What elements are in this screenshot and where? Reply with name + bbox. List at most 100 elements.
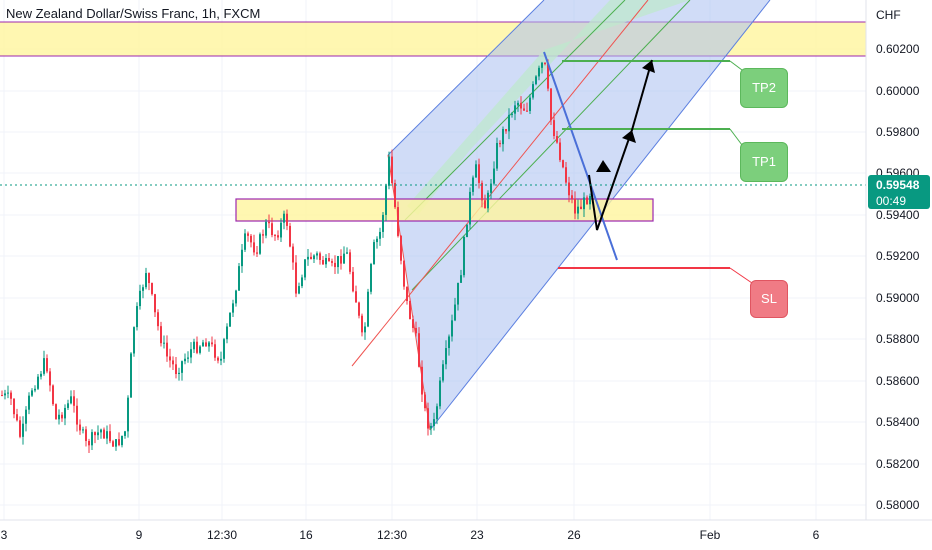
candle-body	[22, 423, 24, 437]
price-tick-label: 0.59400	[876, 208, 920, 222]
candle-body	[544, 62, 546, 65]
candle-body	[379, 231, 381, 239]
candle-body	[34, 388, 36, 391]
price-tick-label: 0.60200	[876, 42, 920, 56]
tp1-callout	[729, 128, 743, 146]
candle-body	[250, 235, 252, 243]
candle-body	[493, 168, 495, 184]
arrow-head-tp1	[622, 130, 636, 143]
candle-body	[109, 431, 111, 442]
candle-body	[295, 262, 297, 294]
candle-body	[127, 397, 129, 432]
candle-body	[259, 234, 261, 254]
candle-body	[154, 294, 156, 313]
candle-body	[505, 128, 507, 132]
candle-body	[583, 197, 585, 210]
candle-body	[496, 142, 498, 169]
tp1-text: TP1	[752, 154, 776, 169]
candle-body	[88, 441, 90, 446]
candle-body	[85, 429, 87, 442]
candle-body	[511, 113, 513, 115]
trend-line[interactable]	[543, 51, 618, 261]
channel-upper-line	[387, 0, 545, 156]
candle-body	[40, 373, 42, 377]
candle-body	[211, 342, 213, 345]
channel-inner-line-1	[411, 0, 691, 291]
candle-body	[454, 304, 456, 321]
candle-body	[52, 385, 54, 405]
candle-body	[475, 164, 477, 178]
candle-body	[157, 312, 159, 327]
candle-body	[406, 286, 408, 301]
candle-body	[418, 333, 420, 367]
candle-body	[16, 414, 18, 421]
candle-body	[46, 358, 48, 372]
candle-body	[445, 348, 447, 365]
candle-body	[151, 283, 153, 295]
candle-body	[385, 185, 387, 215]
candle-body	[517, 102, 519, 106]
candle-body	[238, 266, 240, 291]
candle-body	[7, 392, 9, 394]
candle-body	[130, 353, 132, 398]
projection-path[interactable]	[588, 59, 653, 231]
candle-body	[223, 339, 225, 359]
candle-body	[343, 253, 345, 264]
candle-body	[322, 259, 324, 265]
time-tick-label: 6	[813, 528, 820, 542]
candle-body	[430, 425, 432, 429]
candle-body	[457, 282, 459, 305]
candle-body	[4, 393, 6, 396]
candle-body	[208, 342, 210, 347]
candle-body	[553, 120, 555, 137]
candle-body	[289, 225, 291, 247]
candle-body	[100, 429, 102, 433]
candle-body	[175, 364, 177, 375]
candle-body	[340, 256, 342, 264]
sl-label[interactable]: SL	[750, 280, 788, 318]
candle-body	[535, 76, 537, 85]
candle-body	[586, 197, 588, 205]
candle-body	[367, 291, 369, 327]
candle-body	[301, 277, 303, 287]
time-tick-label: 23	[470, 528, 484, 542]
candle-body	[244, 233, 246, 250]
candle-body	[424, 394, 426, 409]
price-tick-label: 0.60000	[876, 84, 920, 98]
tp1-label[interactable]: TP1	[740, 142, 788, 182]
countdown-timer: 00:49	[876, 194, 907, 208]
candle-body	[589, 195, 591, 205]
candle-body	[28, 395, 30, 410]
price-axis[interactable]: CHF0.602000.600000.598000.596000.594000.…	[876, 8, 920, 512]
candle-body	[370, 264, 372, 292]
candle-body	[487, 192, 489, 209]
tp2-label[interactable]: TP2	[740, 68, 788, 108]
candle-body	[148, 273, 150, 284]
candle-body	[112, 441, 114, 447]
candle-body	[358, 302, 360, 316]
candle-body	[235, 290, 237, 304]
candle-body	[469, 191, 471, 225]
candle-body	[205, 342, 207, 347]
candle-body	[355, 291, 357, 303]
candle-body	[274, 235, 276, 237]
candle-body	[82, 429, 84, 431]
candle-body	[319, 253, 321, 260]
currency-label: CHF	[876, 8, 901, 22]
candle-body	[541, 62, 543, 68]
candle-body	[184, 358, 186, 362]
candle-body	[451, 320, 453, 337]
candle-body	[529, 97, 531, 112]
candle-body	[508, 114, 510, 132]
support-zone[interactable]	[235, 198, 654, 222]
candle-body	[382, 214, 384, 232]
sl-callout	[729, 267, 753, 284]
time-axis[interactable]: 3 9 12:30 16 12:30 23 26 Feb 6	[1, 528, 820, 542]
candle-body	[133, 327, 135, 354]
candle-body	[481, 182, 483, 201]
candle-body	[67, 403, 69, 408]
candle-body	[61, 414, 63, 419]
candle-body	[1, 395, 3, 396]
candle-body	[163, 342, 165, 344]
